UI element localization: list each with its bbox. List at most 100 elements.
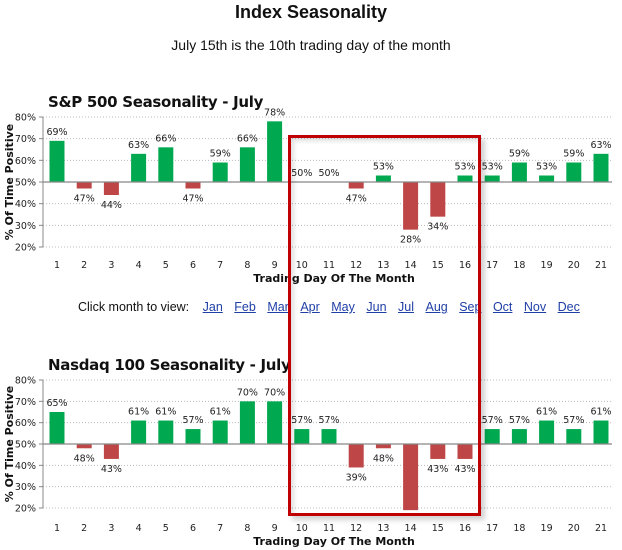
data-label: 28% (400, 235, 421, 246)
x-tick-label: 18 (513, 523, 525, 534)
x-tick-label: 5 (163, 260, 169, 271)
x-axis-title: Trading Day Of The Month (253, 535, 415, 548)
bar-day-8 (239, 401, 255, 444)
y-tick-label: 30% (15, 482, 36, 493)
data-label: 50% (291, 168, 312, 179)
x-tick-label: 13 (377, 523, 389, 534)
data-label: 59% (210, 149, 231, 160)
data-label: 47% (182, 194, 203, 205)
bar-day-12 (348, 182, 364, 189)
data-label: 44% (101, 200, 122, 211)
data-label: 47% (74, 194, 95, 205)
x-tick-label: 17 (486, 260, 498, 271)
x-tick-label: 5 (163, 523, 169, 534)
data-label: 78% (264, 107, 285, 118)
month-nav: Click month to view: Jan Feb Mar Apr May… (78, 300, 584, 314)
x-tick-label: 17 (486, 523, 498, 534)
month-link-apr[interactable]: Apr (300, 300, 320, 314)
month-link-feb[interactable]: Feb (234, 300, 256, 314)
data-label: 57% (318, 415, 339, 426)
x-tick-label: 16 (459, 523, 471, 534)
data-label: 66% (155, 133, 176, 144)
bar-day-18 (511, 162, 527, 182)
x-tick-label: 9 (272, 260, 278, 271)
x-tick-label: 12 (350, 523, 362, 534)
bar-day-7 (212, 420, 228, 444)
bar-day-9 (267, 401, 283, 444)
y-axis-title: % Of Time Positive (3, 386, 16, 502)
data-label: 48% (373, 453, 394, 464)
x-tick-label: 14 (405, 260, 417, 271)
bar-day-3 (103, 182, 119, 195)
bar-day-19 (539, 420, 555, 444)
nasdaq100-chart-title: Nasdaq 100 Seasonality - July (48, 356, 291, 374)
bar-day-1 (49, 140, 65, 182)
data-label: 59% (563, 149, 584, 160)
y-tick-label: 40% (15, 461, 36, 472)
month-link-sep[interactable]: Sep (459, 300, 482, 314)
data-label: 48% (74, 453, 95, 464)
page-title: Index Seasonality (234, 2, 388, 22)
bar-day-17 (484, 429, 500, 444)
x-tick-label: 15 (432, 523, 444, 534)
x-tick-label: 21 (595, 523, 607, 534)
x-tick-label: 21 (595, 260, 607, 271)
bar-day-5 (158, 420, 174, 444)
data-label: 57% (482, 415, 503, 426)
x-tick-label: 6 (190, 523, 196, 534)
data-label: 65% (46, 398, 67, 409)
x-axis-title: Trading Day Of The Month (253, 272, 415, 285)
month-nav-label: Click month to view: (78, 300, 190, 314)
data-label: 63% (128, 140, 149, 151)
x-tick-label: 3 (108, 523, 114, 534)
data-label: 57% (291, 415, 312, 426)
x-tick-label: 2 (81, 260, 87, 271)
bar-day-21 (593, 420, 609, 444)
x-tick-label: 8 (244, 260, 250, 271)
bar-day-11 (321, 429, 337, 444)
data-label: 59% (509, 149, 530, 160)
month-link-oct[interactable]: Oct (492, 300, 513, 314)
y-tick-label: 50% (15, 440, 36, 451)
month-link-jan[interactable]: Jan (202, 300, 223, 314)
bar-day-12 (348, 444, 364, 468)
y-tick-label: 70% (15, 134, 36, 145)
bar-day-4 (131, 153, 147, 182)
bar-day-15 (430, 444, 446, 459)
bar-day-10 (294, 429, 310, 444)
bar-day-1 (49, 412, 65, 444)
y-axis-title: % Of Time Positive (3, 124, 16, 240)
month-link-may[interactable]: May (331, 300, 355, 314)
bar-day-21 (593, 153, 609, 182)
data-label: 69% (46, 127, 67, 138)
month-link-aug[interactable]: Aug (425, 300, 448, 314)
data-label: 43% (454, 464, 475, 475)
data-label: 53% (454, 162, 475, 173)
bar-day-18 (511, 429, 527, 444)
month-link-jul[interactable]: Jul (398, 300, 414, 314)
month-link-mar[interactable]: Mar (267, 300, 289, 314)
y-tick-label: 30% (15, 221, 36, 232)
month-link-nov[interactable]: Nov (523, 300, 547, 314)
bar-day-6 (185, 182, 201, 189)
bar-day-4 (131, 420, 147, 444)
x-tick-label: 10 (296, 523, 308, 534)
bar-day-14 (403, 182, 419, 230)
month-link-dec[interactable]: Dec (557, 300, 580, 314)
bar-day-7 (212, 162, 228, 182)
y-tick-label: 20% (15, 504, 36, 515)
sp500-chart-title: S&P 500 Seasonality - July (48, 93, 264, 111)
bar-day-15 (430, 182, 446, 217)
sp500-seasonality-chart: 20% 30% 40% 50% 60% 70% 80%% Of Time Positive 6… (3, 107, 612, 285)
bar-day-20 (566, 429, 582, 444)
bar-day-17 (484, 175, 500, 182)
data-label: 50% (318, 168, 339, 179)
bar-day-14 (403, 444, 419, 511)
data-label: 61% (128, 407, 149, 418)
x-tick-label: 11 (323, 260, 335, 271)
bar-day-6 (185, 429, 201, 444)
x-tick-label: 7 (217, 260, 223, 271)
x-tick-label: 16 (459, 260, 471, 271)
month-link-jun[interactable]: Jun (366, 300, 387, 314)
